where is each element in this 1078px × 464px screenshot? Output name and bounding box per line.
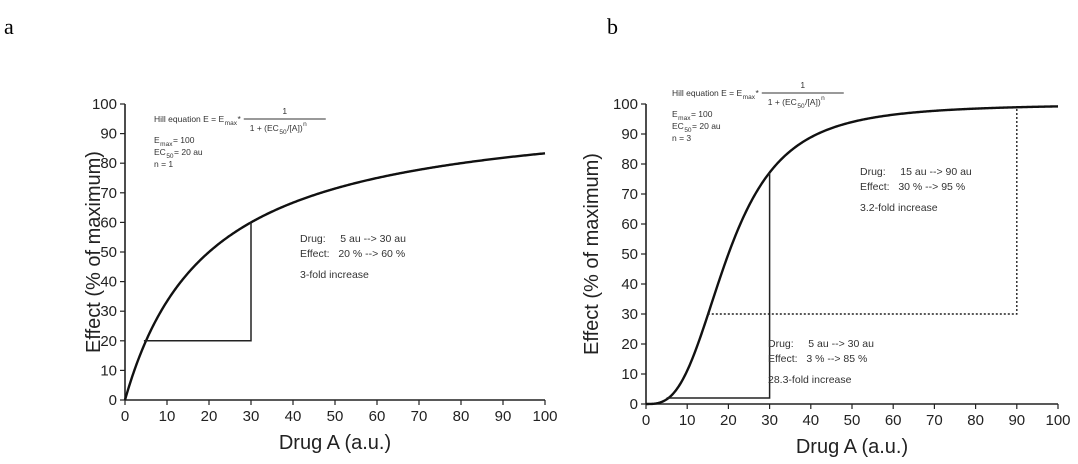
panel-a-y-tick-label-4: 40: [100, 274, 117, 291]
panel-b-param-0-value: = 100: [691, 109, 713, 119]
panel-a-annotation-1: Effect: 20 % --> 60 %: [300, 248, 405, 260]
panel-b-y-tick-label-8: 80: [621, 156, 638, 173]
panel-a-hill-curve: [123, 152, 546, 401]
panel-b-y-tick-label-10: 100: [613, 96, 638, 113]
panel-a-x-tick-label-3: 30: [243, 408, 260, 425]
panel-b-annotation-1: Effect: 30 % --> 95 %: [860, 181, 965, 193]
panel-a-y-tick-label-8: 80: [100, 155, 117, 172]
panel-a-x-tick-label-4: 40: [285, 408, 302, 425]
panel-a-equation-numerator: 1: [282, 106, 287, 116]
panel-b-x-tick-label-0: 0: [642, 412, 650, 429]
panel-b-y-tick-label-2: 20: [621, 336, 638, 353]
panel-a-equation-denominator-end: /[A]): [287, 123, 303, 133]
panel-a-y-tick-label-1: 10: [100, 362, 117, 379]
panel-b-x-tick-label-6: 60: [885, 412, 902, 429]
panel-a-y-tick-label-7: 70: [100, 185, 117, 202]
panel-b-x-tick-label-8: 80: [967, 412, 984, 429]
panel-b-annotation-2: 3.2-fold increase: [860, 202, 938, 214]
panel-a-param-1: EC: [154, 147, 166, 157]
panel-a-x-tick-label-1: 10: [159, 408, 176, 425]
panel-a-y-tick-label-9: 90: [100, 126, 117, 143]
panel-a-annotation-0: Drug: 5 au --> 30 au: [300, 233, 406, 245]
panel-b-chart: 0 10 20 30 40 50 60 70 80 90 100 0 10 20 30 40 50 60 70 80 9…: [581, 80, 1071, 458]
panel-b-x-tick-label-10: 100: [1045, 412, 1070, 429]
panel-a-param-0: E: [154, 135, 160, 145]
panel-b-equation-denominator-end: /[A]): [805, 97, 821, 107]
panel-b-y-tick-label-5: 50: [621, 246, 638, 263]
panel-a-equation-exponent: n: [303, 121, 307, 128]
panel-a-y-tick-label-5: 50: [100, 244, 117, 261]
panel-a-y-tick-label-0: 0: [109, 392, 117, 409]
panel-b-y-axis-label: Effect (% of maximum): [581, 153, 603, 355]
panel-b-x-tick-label-3: 30: [761, 412, 778, 429]
panel-a-param-0-value: = 100: [173, 135, 195, 145]
panel-a-equation-denominator: 1 + (EC: [250, 123, 279, 133]
panel-a-annotation-2: 3-fold increase: [300, 269, 369, 281]
panel-b-annotation-0: Drug: 15 au --> 90 au: [860, 166, 972, 178]
panel-b-y-tick-label-7: 70: [621, 186, 638, 203]
panel-a-equation-ec-sub: 50: [279, 129, 287, 136]
panel-a-y-tick-label-10: 100: [92, 96, 117, 113]
panel-a-param-1-sub: 50: [166, 153, 174, 160]
panel-b-param-2: n = 3: [672, 133, 691, 143]
panel-b-param-0: E: [672, 109, 678, 119]
panel-b-y-tick-label-1: 10: [621, 366, 638, 383]
panel-b-annotation-4: Effect: 3 % --> 85 %: [768, 353, 867, 365]
panel-b-label: b: [607, 14, 618, 39]
panel-a-chart: 0 10 20 30 40 50 60 70 80 90 100 0 10 20 30 40 50 60 70 80 9…: [83, 96, 558, 454]
panel-a-equation-times: *: [237, 114, 241, 124]
panel-a-x-tick-label-5: 50: [327, 408, 344, 425]
panel-a-y-tick-label-2: 20: [100, 333, 117, 350]
panel-b-y-tick-label-9: 90: [621, 126, 638, 143]
panel-b-equation-denominator: 1 + (EC: [768, 97, 797, 107]
panel-b-y-tick-label-3: 30: [621, 306, 638, 323]
panel-b-param-1: EC: [672, 121, 684, 131]
panel-a-x-tick-label-7: 70: [411, 408, 428, 425]
panel-a-x-tick-label-2: 20: [201, 408, 218, 425]
panel-a-x-tick-label-0: 0: [121, 408, 129, 425]
panel-b-x-tick-label-7: 70: [926, 412, 943, 429]
panel-b-equation-numerator: 1: [800, 80, 805, 90]
panel-a-x-tick-label-10: 100: [532, 408, 557, 425]
panel-b-equation-prefix: Hill equation E = E: [672, 88, 742, 98]
panel-b-x-axis-label: Drug A (a.u.): [796, 436, 908, 458]
panel-a-y-tick-label-6: 60: [100, 214, 117, 231]
panel-b-equation-emax-sub: max: [743, 94, 756, 101]
panel-a-x-axis-label: Drug A (a.u.): [279, 432, 391, 454]
panel-b-x-tick-label-2: 20: [720, 412, 737, 429]
panel-b-annotation-5: 28.3-fold increase: [768, 374, 852, 386]
panel-b-equation-times: *: [755, 88, 759, 98]
panel-b-param-1-value: = 20 au: [692, 121, 721, 131]
panel-b-y-tick-label-0: 0: [630, 396, 638, 413]
panel-b-y-tick-label-4: 40: [621, 276, 638, 293]
panel-a-param-1-value: = 20 au: [174, 147, 203, 157]
panel-b-y-tick-label-6: 60: [621, 216, 638, 233]
panel-b-param-1-sub: 50: [684, 127, 692, 134]
panel-a-equation-prefix: Hill equation E = E: [154, 114, 224, 124]
panel-a-equation-emax-sub: max: [225, 120, 238, 127]
panel-a-x-tick-label-6: 60: [369, 408, 386, 425]
panel-a-param-2: n = 1: [154, 159, 173, 169]
panel-b-guide-1: [707, 107, 1018, 315]
panel-b-guide-0: [666, 173, 771, 399]
panel-b-x-tick-label-4: 40: [802, 412, 819, 429]
panel-b-equation-exponent: n: [821, 95, 825, 102]
panel-b-x-tick-label-1: 10: [679, 412, 696, 429]
panel-a-y-tick-label-3: 30: [100, 303, 117, 320]
panel-b-x-tick-label-9: 90: [1008, 412, 1025, 429]
panel-a-x-tick-label-8: 80: [453, 408, 470, 425]
panel-b-equation-ec-sub: 50: [797, 103, 805, 110]
panel-b-hill-curve: [646, 105, 1059, 406]
panel-a-x-tick-label-9: 90: [495, 408, 512, 425]
panel-b-param-0-sub: max: [678, 115, 691, 122]
panel-a-y-axis-label: Effect (% of maximum): [83, 151, 105, 353]
panel-b-annotation-3: Drug: 5 au --> 30 au: [768, 338, 874, 350]
panel-a-label: a: [4, 14, 14, 39]
panel-a-param-0-sub: max: [160, 141, 173, 148]
panel-b-x-tick-label-5: 50: [844, 412, 861, 429]
panel-a-guide-0: [143, 222, 252, 342]
